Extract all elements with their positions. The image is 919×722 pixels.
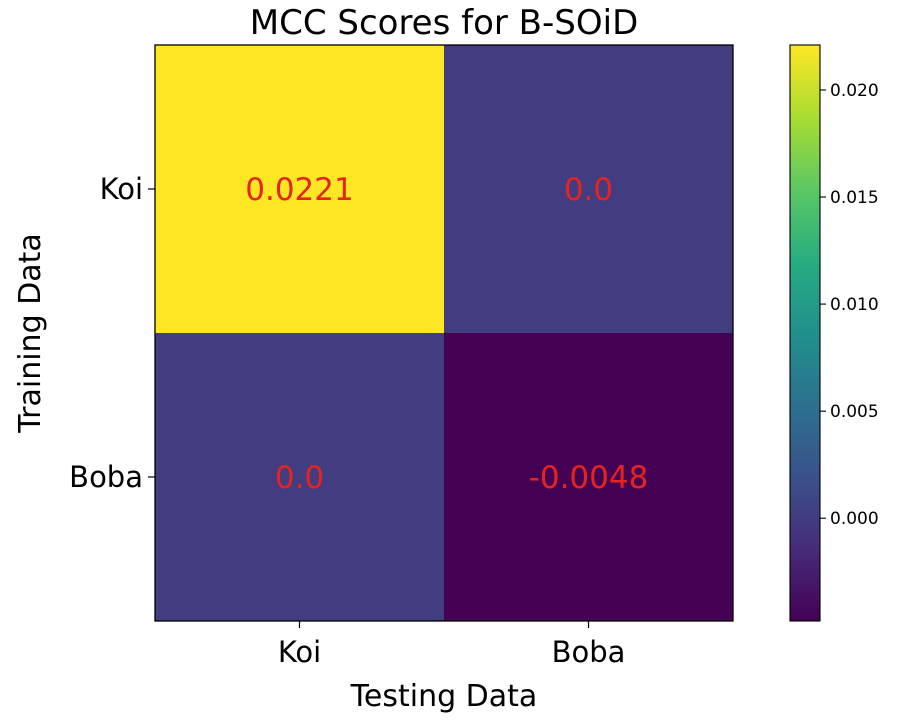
heatmap-cell — [444, 333, 733, 621]
y-axis: Koi Boba — [69, 172, 155, 494]
y-tick-label: Boba — [69, 460, 143, 494]
heatmap-cell — [155, 333, 444, 621]
cell-value-label: 0.0 — [275, 460, 324, 496]
heatmap-cell-labels: 0.0221 0.0 0.0 -0.0048 — [245, 172, 648, 496]
chart-title: MCC Scores for B-SOiD — [250, 3, 639, 43]
y-axis-label: Training Data — [13, 233, 48, 434]
heatmap-cell — [444, 45, 733, 333]
colorbar — [789, 44, 821, 622]
plot-frame — [154, 44, 734, 622]
colorbar-tick-label: 0.000 — [830, 509, 879, 529]
colorbar-tick-label: 0.015 — [830, 188, 879, 208]
cell-value-label: 0.0 — [564, 172, 613, 208]
heatmap-cells — [155, 45, 733, 621]
colorbar-ticks: 0.020 0.015 0.010 0.005 0.000 — [820, 81, 879, 529]
cell-value-label: -0.0048 — [529, 460, 649, 496]
colorbar-tick-label: 0.005 — [830, 402, 879, 422]
cell-value-label: 0.0221 — [245, 172, 353, 208]
x-tick-label: Boba — [552, 635, 626, 669]
x-tick-label: Koi — [278, 635, 321, 669]
heatmap-cell — [155, 45, 444, 333]
colorbar-tick-label: 0.020 — [830, 81, 879, 101]
x-axis-label: Testing Data — [350, 679, 538, 714]
colorbar-tick-label: 0.010 — [830, 295, 879, 315]
y-tick-label: Koi — [100, 172, 143, 206]
x-axis: Koi Boba — [278, 621, 626, 669]
